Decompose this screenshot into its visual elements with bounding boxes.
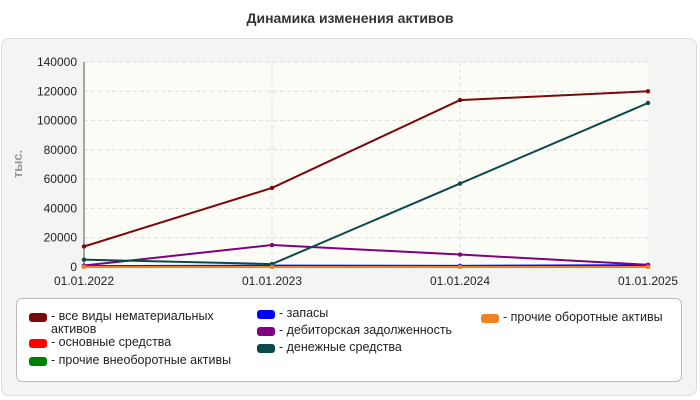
y-tick-label: 40000 [44,201,78,215]
legend-label: - прочие оборотные активы [503,310,663,324]
legend-label: - денежные средства [279,340,402,354]
x-tick-label: 01.01.2025 [618,274,678,288]
legend-label: - запасы [279,306,329,320]
legend-item-other-noncurrent-assets: - прочие внеоборотные активы [29,354,249,367]
plot-area [84,62,648,267]
chart-legend: - все виды нематериальных активов - осно… [16,298,682,382]
data-point [457,252,463,257]
legend-label: - прочие внеоборотные активы [51,353,232,367]
legend-label: - все виды нематериальных активов [51,309,214,336]
legend-swatch [29,357,47,366]
legend-item-fixed-assets: - основные средства [29,336,244,349]
y-tick-label: 80000 [44,143,78,157]
series-line [83,90,649,248]
y-tick-label: 140000 [37,55,77,69]
line-chart: 0 20000 40000 60000 80000 100000 120000 140000 0… [10,55,678,288]
legend-item-other-current-assets: - прочие оборотные активы [481,311,681,324]
legend-swatch [29,313,47,322]
series-line [83,102,649,266]
legend-swatch [257,344,275,353]
legend-swatch [29,339,47,348]
x-tick-label: 01.01.2022 [54,274,114,288]
data-point [457,181,463,186]
data-point [269,242,275,248]
legend-item-intangible-assets: - все виды нематериальных активов [29,310,244,336]
data-point [645,89,651,94]
legend-swatch [481,314,499,323]
legend-swatch [257,310,275,319]
x-tick-label: 01.01.2023 [242,274,302,288]
data-point [81,264,87,270]
chart-title: Динамика изменения активов [246,10,454,26]
legend-item-receivables: - дебиторская задолженность [257,324,477,337]
y-tick-label: 0 [70,260,77,274]
y-tick-label: 60000 [44,172,78,186]
data-point [457,264,463,270]
x-tick-label: 01.01.2024 [430,274,490,288]
y-tick-label: 20000 [44,231,78,245]
legend-label: - основные средства [51,335,172,349]
data-point [81,244,87,249]
data-point [645,264,651,270]
legend-label: - дебиторская задолженность [279,323,453,337]
data-point [645,100,651,106]
y-tick-label: 100000 [37,114,77,128]
data-point [81,257,87,262]
data-point [457,97,463,103]
legend-item-inventory: - запасы [257,307,477,320]
y-axis-label: тыс. [10,150,25,178]
data-point [269,264,275,270]
y-tick-label: 120000 [37,84,77,98]
data-point [269,185,275,191]
legend-swatch [257,327,275,336]
series-line [83,244,649,267]
legend-item-cash: - денежные средства [257,341,477,354]
